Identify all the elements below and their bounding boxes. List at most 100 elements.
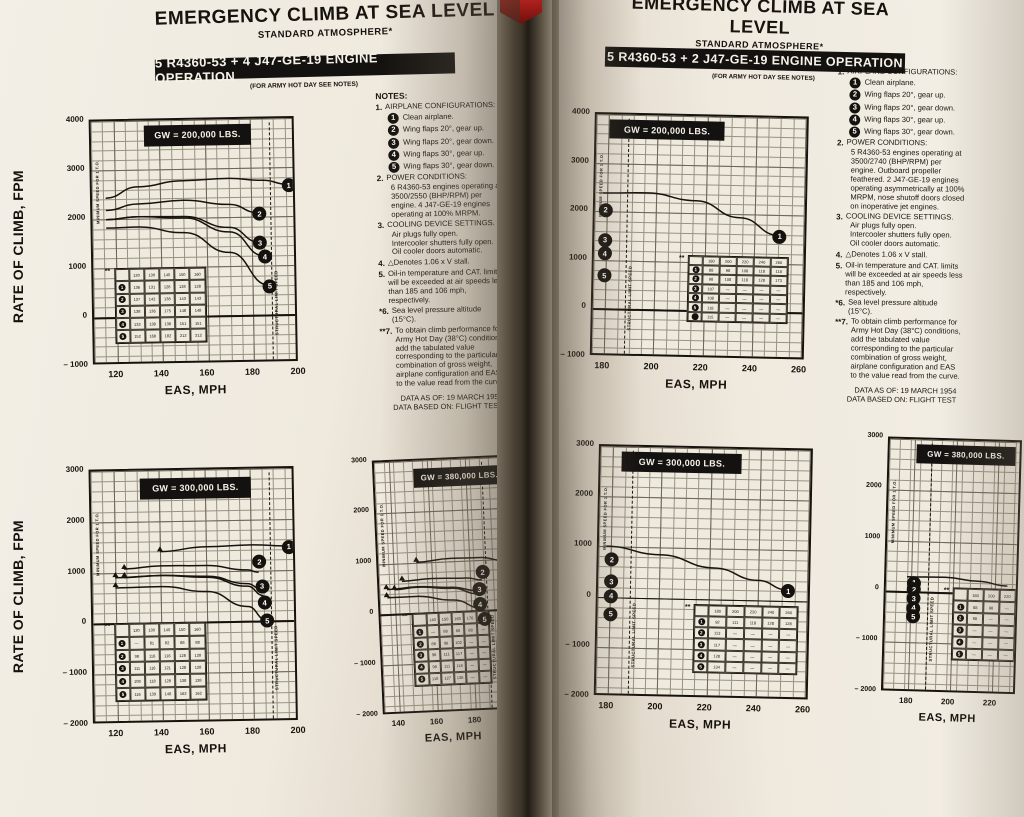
table-cell: 98 (719, 265, 737, 276)
table-cell: — (735, 294, 753, 304)
table-header-cell: 140 (426, 613, 440, 626)
y-axis-tick-label: 4000 (65, 114, 84, 124)
climb-curve-5 (106, 226, 270, 286)
table-cell: 116 (159, 648, 176, 662)
right-config-list: 1 Clean airplane. 2 Wing flaps 20°, gear… (837, 77, 966, 138)
table-cell: 138 (159, 292, 176, 306)
table-header-cell: 180 (702, 255, 720, 266)
x-axis-tick-label: 240 (745, 703, 761, 714)
table-cell: — (966, 624, 983, 637)
x-axis-label: EAS, MPH (164, 741, 228, 757)
table-cell: 151 (175, 316, 191, 330)
table-cell: 128 (160, 674, 176, 688)
y-axis-tick-label: 2000 (66, 515, 85, 525)
y-axis-tick-label: 3000 (867, 431, 884, 439)
table-corner-cell (114, 268, 129, 282)
table-header-cell: 220 (744, 605, 763, 618)
table-cell: — (426, 625, 440, 638)
left-bottom-ylabel: RATE OF CLIMB, FPM (10, 520, 26, 674)
gross-weight-title: GW = 200,000 LBS. (609, 119, 726, 142)
table-cell: — (779, 629, 798, 641)
table-cell: 98 (983, 601, 1000, 614)
table-cell: — (965, 648, 983, 661)
y-axis-tick-label: 1000 (864, 532, 881, 541)
table-cell: 118 (743, 617, 762, 629)
table-cell: 151 (190, 316, 206, 330)
table-header-cell: 160 (451, 612, 465, 625)
config-item: 5 Wing flaps 30°, gear down. (388, 160, 504, 173)
row-config-bullet: 5 (119, 690, 127, 698)
table-cell: 138 (175, 673, 191, 687)
table-cell: 108 (129, 674, 146, 688)
table-cell: 115 (701, 312, 719, 322)
gridline-major-horizontal (94, 362, 296, 365)
stall-speed-triangle-marker (383, 584, 390, 590)
table-cell: 118 (453, 659, 467, 672)
y-axis-tick-label: – 1000 (63, 359, 88, 370)
config-marker-2: 2 (598, 202, 613, 218)
table-cell: — (769, 304, 787, 314)
table-corner-cell (412, 613, 427, 627)
y-axis-tick-label: 2000 (575, 488, 594, 499)
table-cell: 110 (428, 672, 442, 685)
table-cell: 148 (190, 304, 206, 317)
table-header-cell: 150 (174, 623, 190, 637)
left-top-ylabel: RATE OF CLIMB, FPM (10, 170, 26, 324)
table-cell: 175 (159, 304, 176, 318)
table-cell: 118 (144, 674, 161, 688)
table-cell: 118 (770, 266, 788, 277)
table-cell: 111 (440, 660, 454, 673)
table-cell: 168 (145, 329, 161, 343)
right-notes-block: 1. AIRPLANE CONFIGURATIONS: 1 Clean airp… (835, 65, 966, 405)
x-axis-tick-label: 120 (108, 368, 124, 380)
table-cell: — (718, 312, 736, 323)
x-axis-tick-label: 180 (898, 695, 913, 706)
x-axis-tick-label: 180 (244, 366, 261, 377)
stall-speed-triangle-marker (391, 584, 398, 590)
row-config-bullet: 5 (418, 675, 426, 683)
left-config-list: 1 Clean airplane. 2 Wing flaps 20°, gear… (376, 111, 505, 173)
army-hot-day-correction-table: 120 130 140 150 160 1 136 131 128 128 128 2 137 142 13… (113, 266, 208, 344)
y-axis-tick-label: 4000 (572, 106, 590, 116)
x-axis-tick-label: 260 (794, 704, 811, 715)
config-bullet-1: 1 (387, 112, 399, 125)
table-row-marker: 4 (115, 675, 130, 688)
config-marker-3: 3 (597, 233, 613, 248)
table-header-cell: 180 (708, 604, 727, 617)
table-header-cell: 120 (128, 624, 145, 637)
climb-curve-1 (160, 544, 288, 553)
table-cell: — (998, 601, 1016, 615)
table-cell: — (736, 284, 754, 295)
table-cell: 82 (159, 636, 175, 650)
x-axis-tick-label: 140 (153, 368, 170, 379)
table-cell: — (760, 662, 779, 675)
table-header-cell: 140 (159, 623, 175, 637)
table-corner-cell (114, 624, 129, 638)
gridline-major-horizontal (94, 721, 296, 724)
y-axis-tick-label: 3000 (570, 155, 589, 165)
x-axis-label: EAS, MPH (424, 730, 483, 745)
climb-curve-1 (602, 192, 779, 237)
table-cell: — (742, 662, 761, 674)
x-axis-tick-label: 160 (429, 716, 444, 727)
table-row-marker: 5 (414, 673, 430, 686)
table-row-marker: 4 (115, 317, 130, 331)
table-cell: — (966, 636, 983, 649)
chart-right-gw200: STRUCTURAL LIMIT SPEED 1 2 3 4 5 GW = 200,000 … (559, 105, 815, 395)
gross-weight-title: GW = 300,000 LBS. (139, 476, 251, 500)
stall-speed-triangle-marker (412, 556, 420, 563)
table-cell: — (981, 648, 998, 662)
table-cell: 88 (702, 265, 720, 275)
table-row-marker: 1 (694, 615, 709, 628)
table-cell: 117 (452, 647, 466, 661)
table-row-marker: 4 (693, 649, 708, 662)
table-corner-cell (953, 588, 968, 601)
table-cell: 111 (440, 648, 454, 661)
chart-right-gw300: STRUCTURAL LIMIT SPEED 1 2 3 4 5 GW = 300,000 … (563, 437, 819, 737)
gridline-major-horizontal (595, 697, 806, 700)
table-cell: — (735, 303, 753, 314)
table-footnote-stars: ** (104, 268, 111, 276)
y-axis-tick-label: 1000 (355, 557, 372, 566)
climb-curve-2 (124, 564, 259, 573)
